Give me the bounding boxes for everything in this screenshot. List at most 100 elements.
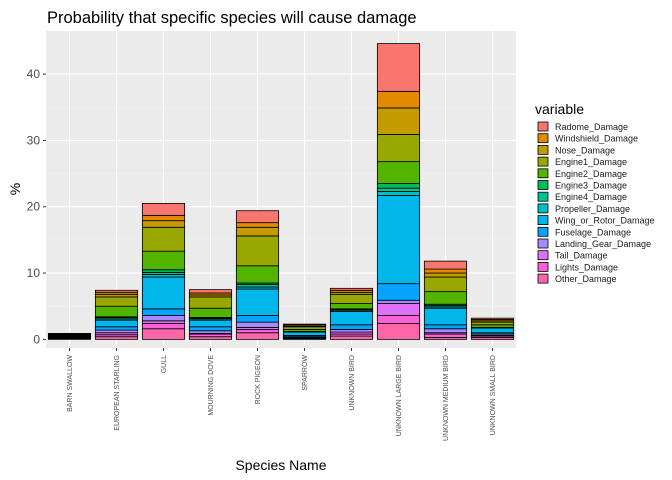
legend-key	[537, 121, 549, 132]
bar-segment	[94, 305, 139, 318]
bar-segment	[235, 222, 280, 228]
bar-segment	[423, 328, 468, 334]
bar-segment	[423, 260, 468, 270]
bar-segment	[329, 303, 374, 310]
legend-key	[537, 273, 549, 284]
bar-segment	[376, 299, 421, 304]
bar-segment	[376, 183, 421, 189]
legend-key	[537, 133, 549, 144]
chart-title: Probability that specific species will c…	[47, 9, 417, 27]
legend-key	[537, 191, 549, 202]
bar-segment	[141, 276, 186, 310]
bar-segment	[376, 134, 421, 163]
legend-label: Wing_or_Rotor_Damage	[555, 216, 655, 226]
bar-segment	[94, 326, 139, 331]
x-tick-label: ROCK PIGEON	[255, 355, 262, 404]
bar-segment	[235, 315, 280, 323]
bar-segment	[376, 107, 421, 135]
legend-label: Engine4_Damage	[555, 192, 627, 202]
bar-segment	[423, 276, 468, 293]
bar-segment	[376, 283, 421, 301]
legend-label: Landing_Gear_Damage	[555, 239, 651, 249]
legend-key	[537, 238, 549, 249]
bar-segment	[235, 235, 280, 267]
legend-key	[537, 215, 549, 226]
x-tick-label: MOURNING DOVE	[208, 355, 215, 416]
x-tick-label: SPARROW	[302, 355, 309, 391]
y-axis-label: %	[7, 183, 23, 195]
legend-key	[537, 226, 549, 237]
x-tick-label: UNKNOWN BIRD	[349, 355, 356, 411]
bar-segment	[329, 287, 374, 291]
bar-segment	[376, 323, 421, 340]
bar-segment	[329, 335, 374, 340]
legend-label: Propeller_Damage	[555, 204, 630, 214]
bar-segment	[376, 90, 421, 109]
legend-key	[537, 180, 549, 190]
bar-segment	[423, 333, 468, 338]
legend: variable Radome_Damage Windshield_DamageN…	[535, 101, 655, 284]
legend-title: variable	[535, 101, 584, 117]
legend-label: Lights_Damage	[555, 262, 618, 272]
x-tick-label: EUROPEAN STARLING	[114, 355, 121, 431]
bar-segment	[376, 191, 421, 196]
legend-key	[537, 168, 549, 179]
y-tick-label: 40	[27, 67, 41, 81]
legend-label: Engine1_Damage	[555, 157, 627, 167]
bar-segment	[141, 328, 186, 340]
x-tick-label: UNKNOWN LARGE BIRD	[396, 355, 403, 436]
bar-segment	[423, 307, 468, 326]
bar-segment	[94, 296, 139, 307]
bar-segment	[141, 220, 186, 228]
bar-segment	[188, 296, 233, 309]
legend-label: Tail_Damage	[555, 251, 608, 261]
bar-segment	[423, 324, 468, 330]
bar-segment	[329, 293, 374, 304]
legend-label: Other_Damage	[555, 274, 617, 284]
bar-segment	[141, 315, 186, 322]
bar-segment	[282, 331, 327, 336]
y-tick-label: 10	[27, 266, 41, 280]
legend-key	[537, 156, 549, 167]
bar-segment	[235, 226, 280, 237]
bar-segment	[235, 332, 280, 340]
bar-segment	[188, 326, 233, 332]
legend-label: Radome_Damage	[555, 122, 628, 132]
bar-segment	[235, 265, 280, 284]
bar-segment	[423, 272, 468, 278]
bar-segment	[329, 311, 374, 326]
bar-segment	[423, 268, 468, 274]
legend-key	[537, 261, 549, 272]
y-tick-label: 20	[27, 200, 41, 214]
bar-segment	[188, 289, 233, 294]
bar-segment	[188, 307, 233, 318]
bar-segment	[94, 289, 139, 293]
bar-segment	[470, 317, 515, 320]
bars	[47, 43, 515, 340]
legend-label: Windshield_Damage	[555, 134, 638, 144]
bar-segment	[376, 315, 421, 324]
bar-segment	[235, 288, 280, 316]
bar-segment	[423, 291, 468, 305]
legend-label: Nose_Damage	[555, 145, 615, 155]
legend-key	[537, 144, 549, 155]
x-axis-label: Species Name	[235, 457, 326, 473]
bar-segment	[376, 195, 421, 285]
bar-segment	[141, 226, 186, 252]
bar-segment	[376, 161, 421, 184]
y-axis: 0 10 20 30 40	[27, 67, 46, 346]
x-tick-label: GULL	[161, 355, 168, 373]
legend-key	[537, 203, 549, 214]
bar-segment	[188, 319, 233, 328]
bar-segment	[47, 333, 92, 340]
bar-segment	[235, 321, 280, 328]
bar-segment	[141, 323, 186, 330]
y-tick-label: 30	[27, 133, 41, 147]
legend-label: Engine2_Damage	[555, 169, 627, 179]
bar-segment	[235, 210, 280, 224]
bar-segment	[376, 187, 421, 192]
bar-segment	[376, 303, 421, 316]
x-tick-label: UNKNOWN SMALL BIRD	[490, 355, 497, 435]
x-tick-label: UNKNOWN MEDIUM BIRD	[443, 355, 450, 441]
bar-segment	[470, 327, 515, 334]
